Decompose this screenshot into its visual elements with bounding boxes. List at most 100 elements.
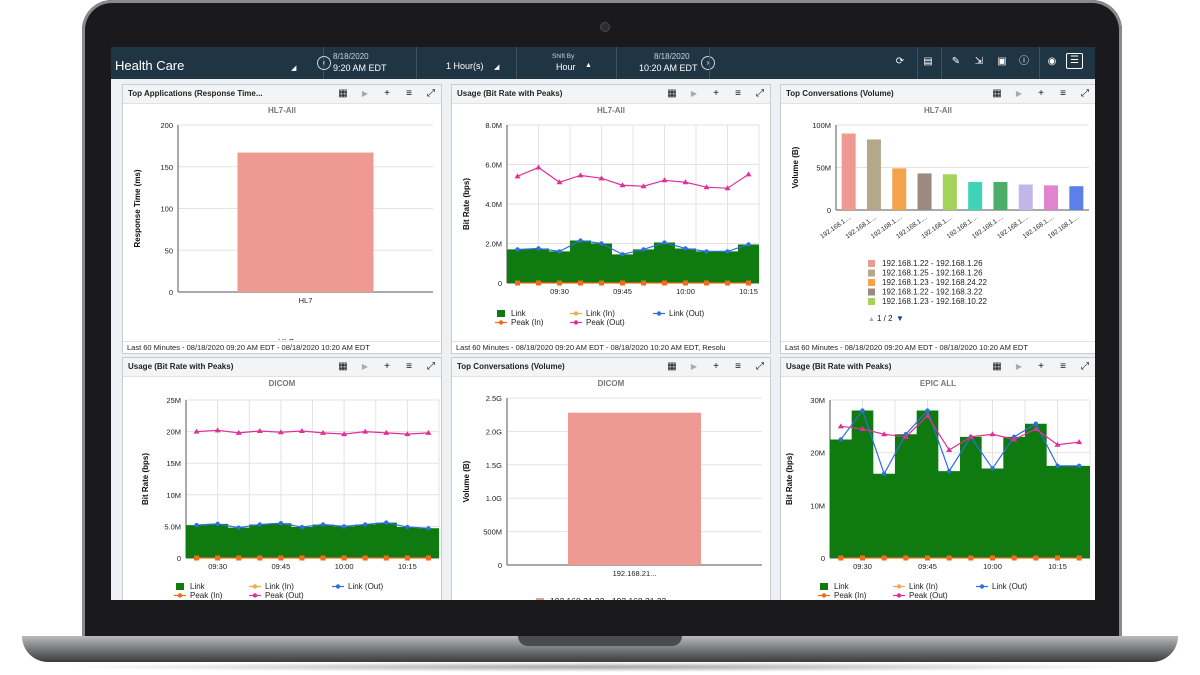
- menu-icon[interactable]: ≡: [735, 88, 741, 99]
- calendar-icon[interactable]: ▦: [667, 88, 677, 99]
- x-tick-label: 10:15: [739, 287, 758, 296]
- link-out-point: [881, 471, 887, 476]
- menu-icon[interactable]: ≡: [1060, 88, 1066, 99]
- legend-link-out-marker: [656, 311, 662, 316]
- play-icon[interactable]: ▶: [1015, 89, 1023, 98]
- link-out-point: [946, 468, 952, 474]
- duration-dropdown-icon[interactable]: ◢: [494, 64, 500, 71]
- y-tick-label: 50: [165, 246, 173, 255]
- bar: [1018, 184, 1033, 210]
- peak-in-point: [362, 555, 368, 561]
- legend-peak-out-marker: [573, 320, 579, 325]
- play-icon[interactable]: ▶: [361, 89, 369, 98]
- dashboard-dropdown-icon[interactable]: ◢: [291, 65, 297, 72]
- top-toolbar: Health Care ◢ ‹ 8/18/2020 9:20 AM EDT 1 …: [111, 47, 1095, 79]
- y-tick-label: 10M: [166, 491, 181, 500]
- peak-in-point: [236, 555, 242, 561]
- peak-in-point: [341, 555, 347, 561]
- panel-top-applications: Top Applications (Response Time... ▦ ▶ +…: [122, 84, 442, 354]
- expand-icon[interactable]: ⤢: [756, 361, 764, 372]
- camera-icon: [600, 22, 610, 32]
- expand-icon[interactable]: ⤢: [1081, 361, 1089, 372]
- link-out-line: [840, 409, 1080, 476]
- legend-swatch: [868, 260, 875, 267]
- play-icon[interactable]: ▶: [361, 362, 369, 371]
- link-out-point: [704, 249, 709, 254]
- peak-out-point: [967, 433, 974, 439]
- expand-icon[interactable]: ⤢: [427, 88, 435, 99]
- legend-peak-in-marker: [498, 320, 504, 325]
- menu-icon[interactable]: ≡: [406, 88, 412, 99]
- legend-label: 192.168.1.25 - 192.168.1.26: [882, 269, 983, 278]
- x-tick-label: 09:30: [853, 562, 872, 571]
- next-range-icon[interactable]: ›: [701, 56, 715, 70]
- add-icon[interactable]: +: [1038, 361, 1044, 372]
- start-time[interactable]: 9:20 AM EDT: [333, 63, 387, 73]
- play-icon[interactable]: ▶: [690, 362, 698, 371]
- previous-range-icon[interactable]: ‹: [317, 56, 331, 70]
- document-icon[interactable]: ▤: [923, 56, 933, 67]
- hamburger-menu-icon[interactable]: ☰: [1066, 53, 1083, 69]
- link-out-point: [536, 246, 541, 251]
- bar: [993, 181, 1008, 210]
- view-icon[interactable]: ◉: [1047, 56, 1057, 67]
- expand-icon[interactable]: ⤢: [427, 361, 435, 372]
- y-tick-label: 20M: [810, 449, 825, 458]
- calendar-icon[interactable]: ▦: [992, 88, 1002, 99]
- add-icon[interactable]: +: [1038, 88, 1044, 99]
- link-out-point: [341, 524, 347, 529]
- legend-link-swatch: [820, 583, 828, 590]
- play-icon[interactable]: ▶: [690, 89, 698, 98]
- duration-select[interactable]: 1 Hour(s): [446, 61, 484, 71]
- edit-document-icon[interactable]: ✎: [951, 56, 961, 67]
- shift-up-icon[interactable]: ▲: [585, 62, 592, 69]
- calendar-icon[interactable]: ▦: [667, 361, 677, 372]
- refresh-icon[interactable]: ⟳: [895, 56, 905, 67]
- add-icon[interactable]: +: [713, 88, 719, 99]
- menu-icon[interactable]: ≡: [406, 361, 412, 372]
- expand-icon[interactable]: ⤢: [1081, 88, 1089, 99]
- legend-link-in: Link (In): [265, 582, 294, 591]
- app-title[interactable]: Health Care: [115, 58, 185, 73]
- peak-out-point: [214, 427, 221, 433]
- legend-peak-out: Peak (Out): [909, 591, 948, 600]
- link-out-point: [578, 238, 583, 243]
- panel-title: Top Applications (Response Time...: [128, 89, 263, 98]
- peak-out-point: [362, 428, 369, 434]
- save-icon[interactable]: ▣: [997, 56, 1007, 67]
- calendar-icon[interactable]: ▦: [338, 88, 348, 99]
- calendar-icon[interactable]: ▦: [992, 361, 1002, 372]
- peak-out-point: [989, 431, 996, 437]
- legend-link-in: Link (In): [586, 309, 615, 318]
- bar: [866, 139, 881, 210]
- y-tick-label: 0: [827, 206, 831, 215]
- peak-in-point: [515, 280, 520, 286]
- export-icon[interactable]: ⇲: [974, 56, 984, 67]
- shift-by-select[interactable]: Hour: [556, 62, 576, 72]
- legend-link-out: Link (Out): [992, 582, 1027, 591]
- play-icon[interactable]: ▶: [1015, 362, 1023, 371]
- panel-title: Usage (Bit Rate with Peaks): [457, 89, 563, 98]
- expand-icon[interactable]: ⤢: [756, 88, 764, 99]
- add-icon[interactable]: +: [384, 361, 390, 372]
- peak-in-point: [299, 555, 305, 561]
- add-icon[interactable]: +: [713, 361, 719, 372]
- info-icon[interactable]: ⓘ: [1019, 56, 1029, 67]
- peak-in-point: [1076, 555, 1082, 561]
- peak-out-point: [924, 412, 931, 418]
- bit-rate-chart: 0 5.0M 10M 15M 20M 25M Bit Rate (bps) 09:30 09:4…: [141, 396, 440, 600]
- menu-icon[interactable]: ≡: [735, 361, 741, 372]
- calendar-icon[interactable]: ▦: [338, 361, 348, 372]
- menu-icon[interactable]: ≡: [1060, 361, 1066, 372]
- legend-link: Link: [834, 582, 850, 591]
- y-axis-title: Bit Rate (bps): [785, 453, 794, 505]
- y-tick-label: 10M: [810, 501, 825, 510]
- x-tick-label: 10:00: [676, 287, 695, 296]
- panel-subtitle: HL7-All: [268, 106, 296, 115]
- toolbar-divider: [941, 47, 942, 79]
- end-time[interactable]: 10:20 AM EDT: [639, 63, 698, 73]
- bar: [892, 168, 907, 210]
- add-icon[interactable]: +: [384, 88, 390, 99]
- panel-footer: Last 60 Minutes - 08/18/2020 09:20 AM ED…: [781, 341, 1095, 353]
- y-axis-title: Bit Rate (bps): [462, 178, 471, 230]
